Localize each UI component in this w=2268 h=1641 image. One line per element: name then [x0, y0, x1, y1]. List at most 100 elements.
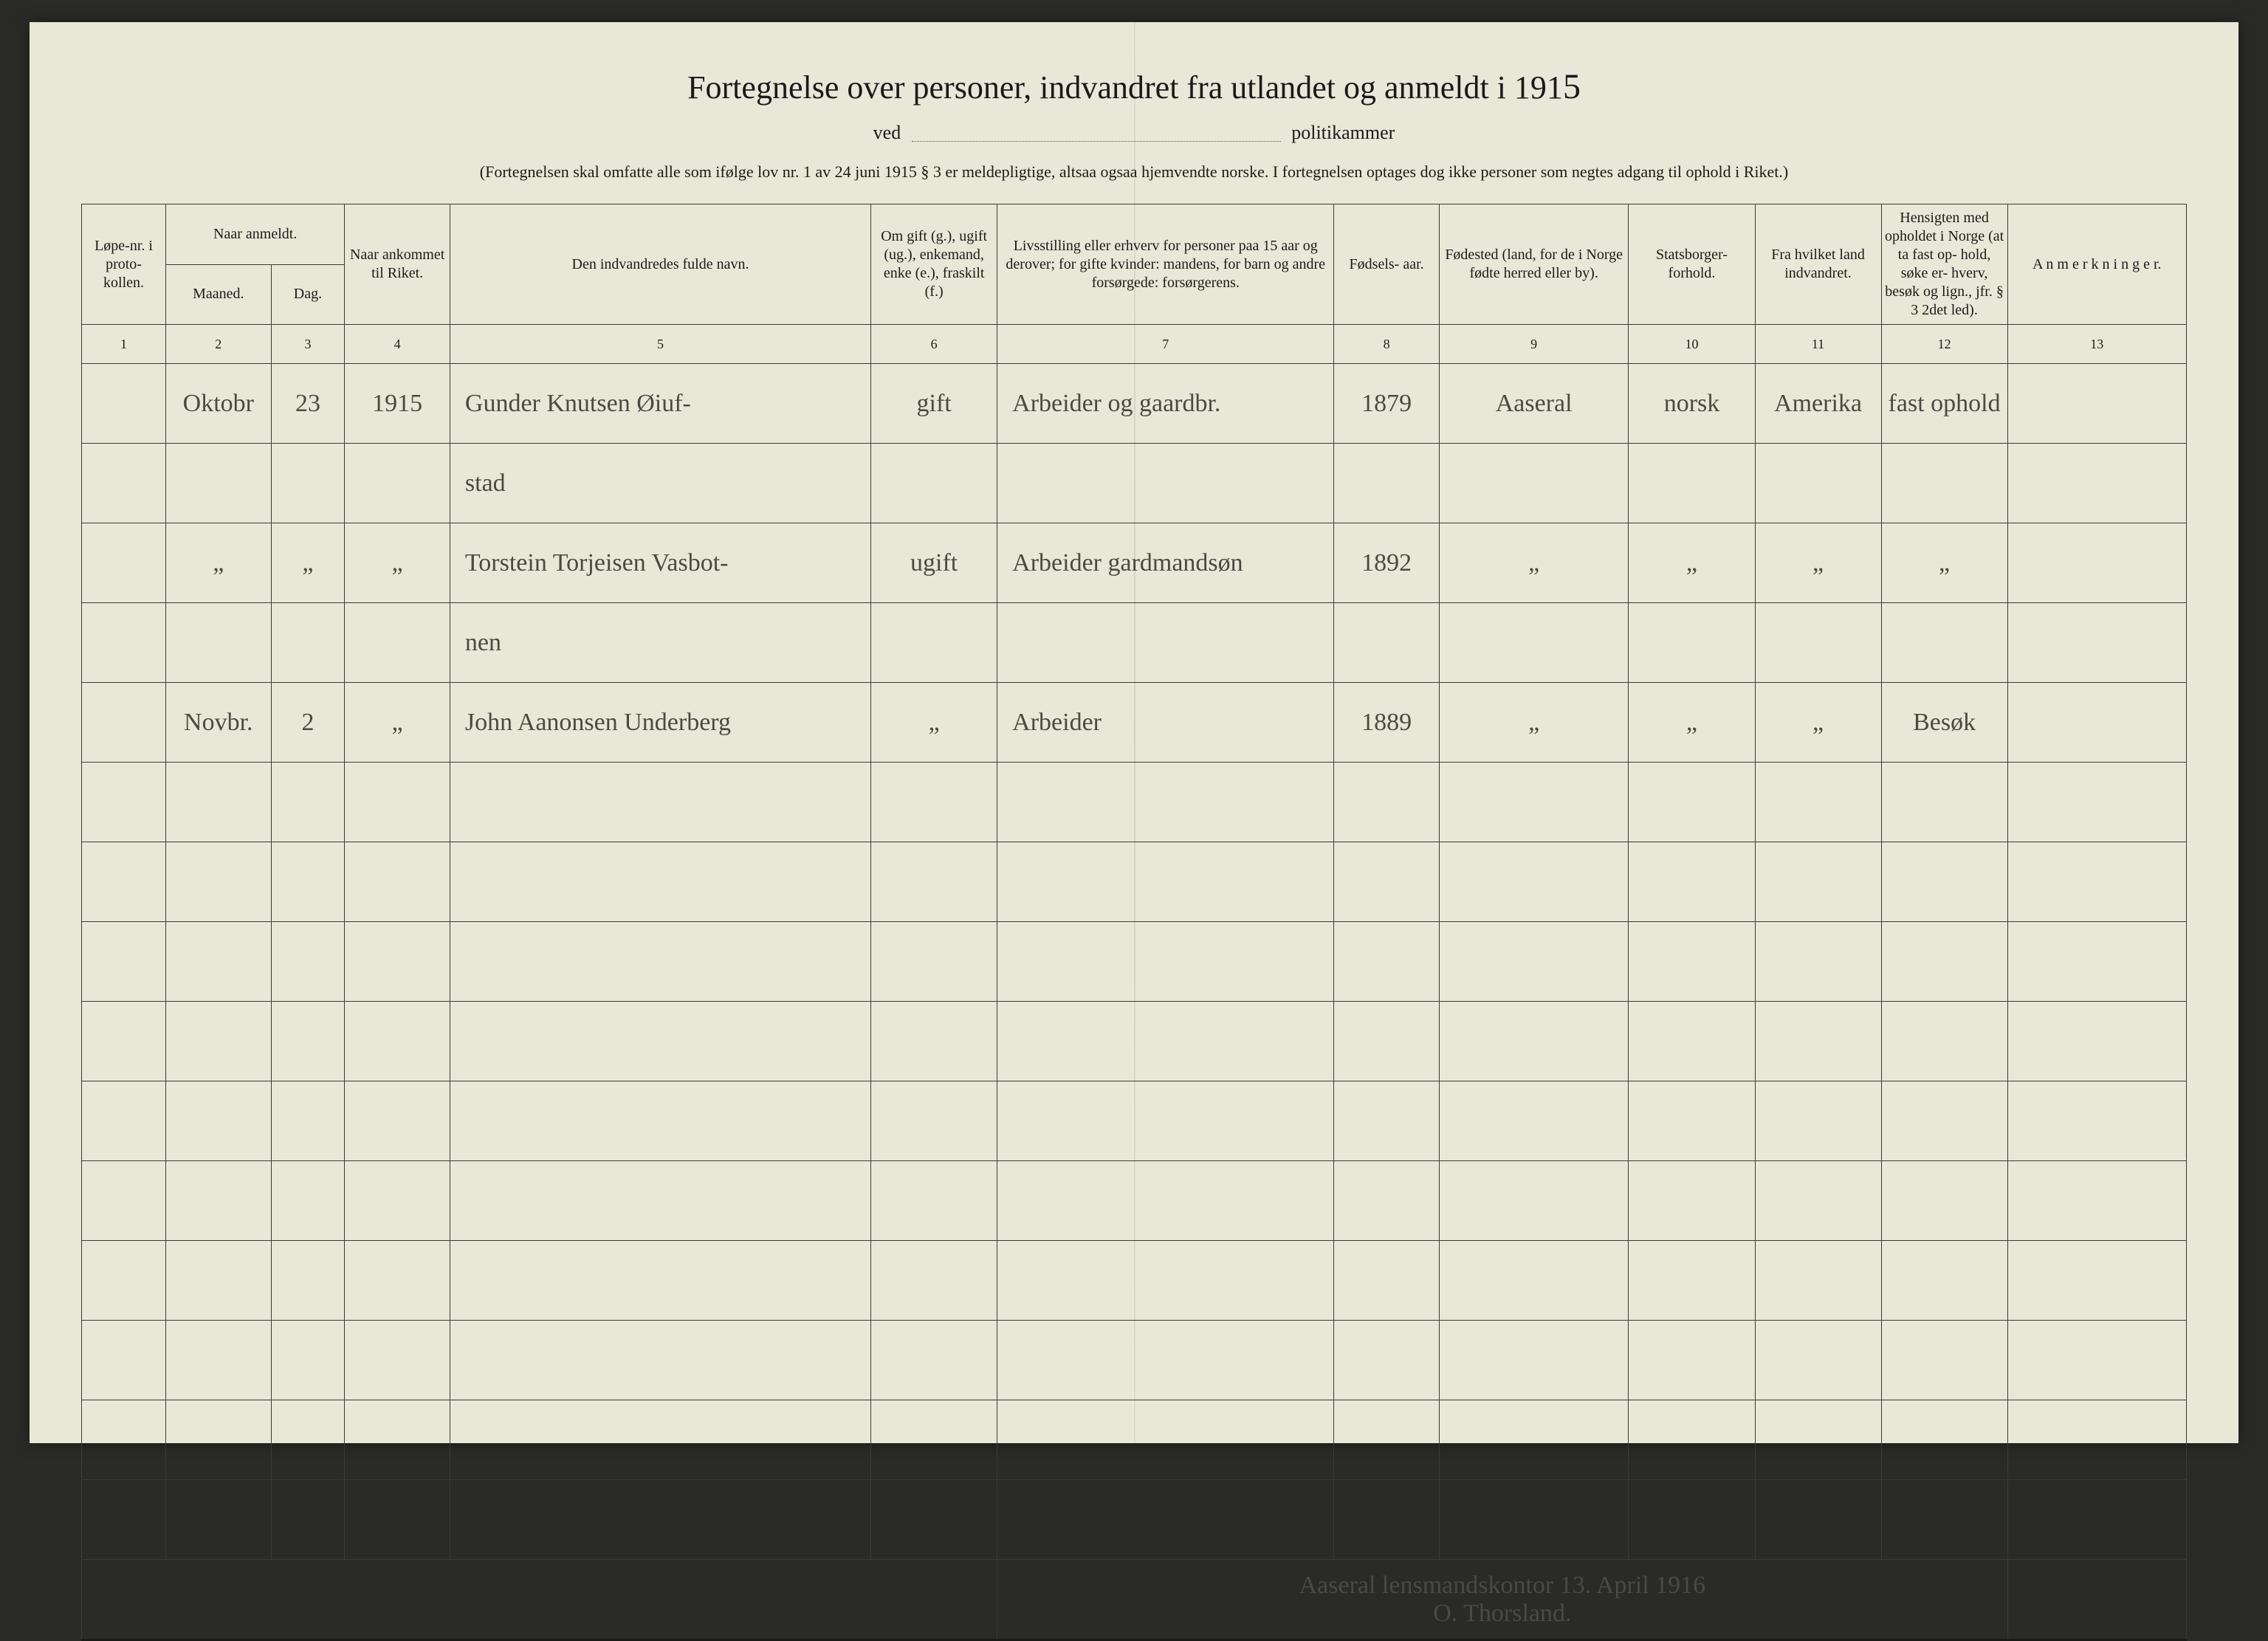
cell: „	[1755, 523, 1881, 603]
column-number: 3	[271, 325, 345, 364]
col-lopenr: Løpe-nr. i proto- kollen.	[82, 204, 166, 325]
empty-cell	[997, 1081, 1334, 1161]
cell: ugift	[871, 523, 997, 603]
empty-cell	[997, 1002, 1334, 1081]
empty-cell	[1439, 1002, 1629, 1081]
cell: 23	[271, 364, 345, 444]
cell	[1755, 603, 1881, 683]
empty-cell	[450, 1480, 870, 1560]
empty-cell	[997, 1480, 1334, 1560]
empty-cell	[2007, 1081, 2186, 1161]
empty-cell	[1755, 1241, 1881, 1321]
cell	[2007, 523, 2186, 603]
empty-cell	[871, 1081, 997, 1161]
empty-cell	[871, 763, 997, 842]
cell: stad	[450, 444, 870, 523]
cell	[2007, 364, 2186, 444]
cell: 1915	[345, 364, 450, 444]
col-statsborger: Statsborger- forhold.	[1629, 204, 1755, 325]
cell	[997, 444, 1334, 523]
cell	[1334, 444, 1440, 523]
col-dag: Dag.	[271, 264, 345, 325]
cell	[345, 444, 450, 523]
empty-cell	[997, 1321, 1334, 1400]
cell	[271, 444, 345, 523]
cell: nen	[450, 603, 870, 683]
cell	[166, 444, 272, 523]
empty-cell	[1629, 1161, 1755, 1241]
cell	[271, 603, 345, 683]
empty-cell	[345, 1321, 450, 1400]
cell: 1889	[1334, 683, 1440, 763]
cell: fast ophold	[1881, 364, 2007, 444]
cell	[1629, 444, 1755, 523]
empty-cell	[1334, 922, 1440, 1002]
empty-cell	[1439, 1081, 1629, 1161]
empty-cell	[871, 1161, 997, 1241]
cell	[2007, 603, 2186, 683]
politikammer-label: politikammer	[1291, 122, 1395, 143]
cell: Amerika	[1755, 364, 1881, 444]
empty-cell	[1439, 922, 1629, 1002]
empty-cell	[1439, 1480, 1629, 1560]
col-maaned: Maaned.	[166, 264, 272, 325]
empty-cell	[871, 1480, 997, 1560]
cell: „	[345, 683, 450, 763]
empty-cell	[166, 842, 272, 922]
empty-cell	[166, 1480, 272, 1560]
empty-cell	[450, 1002, 870, 1081]
empty-cell	[2007, 842, 2186, 922]
empty-cell	[1439, 1161, 1629, 1241]
empty-cell	[1629, 1241, 1755, 1321]
cell: „	[1439, 683, 1629, 763]
col-anmerkninger: A n m e r k n i n g e r.	[2007, 204, 2186, 325]
title-text: Fortegnelse over personer, indvandret fr…	[687, 69, 1563, 106]
cell	[1629, 603, 1755, 683]
column-number: 6	[871, 325, 997, 364]
col-ankommet: Naar ankommet til Riket.	[345, 204, 450, 325]
empty-cell	[166, 1400, 272, 1480]
empty-cell	[345, 1002, 450, 1081]
cell	[82, 523, 166, 603]
empty-cell	[1755, 842, 1881, 922]
empty-cell	[1439, 1400, 1629, 1480]
empty-cell	[1755, 763, 1881, 842]
signature-block: Aaseral lensmandskontor 13. April 1916 O…	[82, 1560, 2187, 1640]
empty-cell	[82, 842, 166, 922]
empty-cell	[450, 922, 870, 1002]
empty-cell	[2007, 1480, 2186, 1560]
empty-cell	[997, 842, 1334, 922]
empty-cell	[82, 1480, 166, 1560]
empty-cell	[1439, 763, 1629, 842]
empty-cell	[271, 1081, 345, 1161]
empty-cell	[345, 1480, 450, 1560]
empty-cell	[271, 763, 345, 842]
empty-cell	[997, 1161, 1334, 1241]
cell: 2	[271, 683, 345, 763]
empty-cell	[450, 763, 870, 842]
empty-cell	[82, 922, 166, 1002]
empty-cell	[1881, 842, 2007, 922]
title-year-handwritten: 5	[1563, 67, 1581, 106]
empty-cell	[1629, 922, 1755, 1002]
empty-cell	[1629, 1002, 1755, 1081]
empty-row	[82, 1480, 2187, 1560]
empty-cell	[997, 922, 1334, 1002]
empty-cell	[166, 1002, 272, 1081]
cell	[82, 683, 166, 763]
empty-cell	[1881, 922, 2007, 1002]
col-fra-land: Fra hvilket land indvandret.	[1755, 204, 1881, 325]
empty-cell	[997, 1241, 1334, 1321]
cell: 1892	[1334, 523, 1440, 603]
empty-cell	[82, 1241, 166, 1321]
cell: „	[1439, 523, 1629, 603]
empty-cell	[2007, 1002, 2186, 1081]
cell	[871, 444, 997, 523]
empty-cell	[450, 1241, 870, 1321]
empty-cell	[1881, 1400, 2007, 1480]
empty-cell	[345, 1161, 450, 1241]
column-number: 4	[345, 325, 450, 364]
cell	[871, 603, 997, 683]
empty-cell	[345, 842, 450, 922]
empty-cell	[1755, 1081, 1881, 1161]
